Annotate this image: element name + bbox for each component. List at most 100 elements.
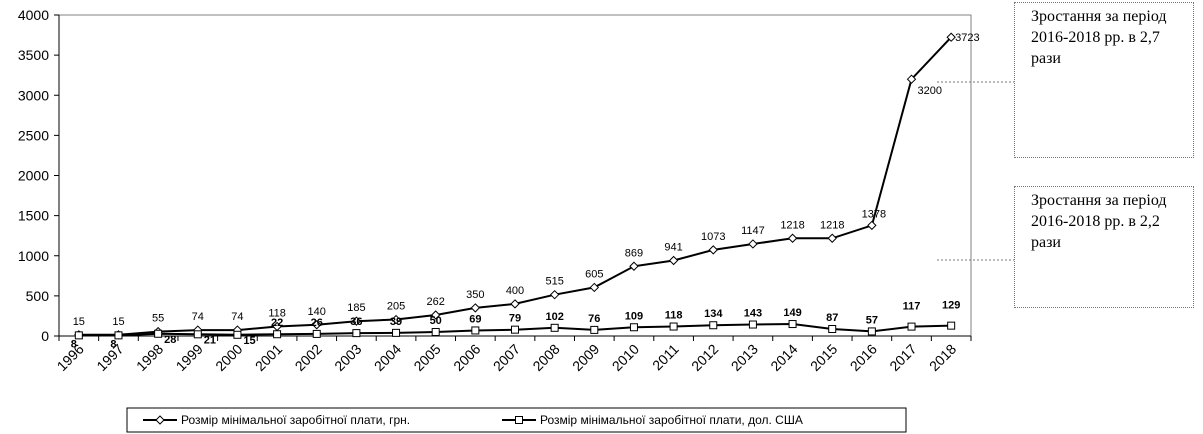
annotation-connectors (937, 81, 1014, 261)
data-label-uah: 400 (506, 285, 524, 297)
point-marker-uah (946, 32, 956, 42)
point-marker-usd (709, 321, 718, 330)
data-label-usd: 39 (390, 316, 402, 328)
data-label-uah: 140 (308, 306, 326, 318)
data-label-uah: 1218 (780, 219, 804, 231)
data-label-usd: 109 (625, 310, 643, 322)
point-marker-usd (431, 327, 440, 336)
data-label-uah: 1218 (820, 219, 844, 231)
point-marker-usd (193, 330, 202, 339)
point-marker-uah (906, 74, 917, 84)
data-label-usd: 143 (744, 308, 762, 320)
legend-marker-uah (155, 415, 165, 425)
y-tick-label: 2500 (18, 127, 49, 143)
data-label-usd: 22 (271, 317, 283, 329)
data-label-uah: 15 (73, 316, 85, 328)
data-label-usd: 28 (164, 334, 176, 346)
legend-marker-usd (515, 416, 523, 424)
point-marker-uah (589, 282, 600, 293)
x-tick-label: 2006 (450, 341, 483, 374)
x-tick-label: 2014 (767, 341, 800, 374)
point-marker-usd (590, 325, 599, 334)
data-label-uah: 515 (545, 276, 563, 288)
data-label-usd: 15 (243, 335, 255, 347)
y-tick-label: 0 (41, 328, 49, 344)
point-marker-uah (787, 233, 798, 243)
x-tick-label: 2017 (886, 341, 919, 374)
data-label-usd: 50 (430, 315, 442, 327)
point-marker-usd (828, 325, 837, 334)
point-marker-uah (351, 316, 362, 326)
data-label-uah: 1147 (741, 225, 765, 237)
point-marker-usd (74, 331, 83, 340)
point-marker-usd (312, 329, 321, 338)
x-tick-label: 2012 (688, 341, 721, 374)
x-tick-label: 2015 (807, 341, 840, 374)
data-label-uah: 869 (625, 247, 643, 259)
data-label-uah: 941 (664, 241, 682, 253)
point-marker-usd (788, 320, 797, 329)
data-label-uah: 15 (112, 316, 124, 328)
point-marker-usd (471, 326, 480, 335)
point-marker-usd (233, 330, 242, 339)
point-marker-uah (708, 245, 718, 255)
x-axis-ticks: 1996 1997 1998 1999 2000 2001 2002 2003 2004 2005… (54, 336, 972, 374)
data-label-uah: 74 (231, 311, 243, 323)
data-label-uah: 55 (152, 313, 164, 325)
point-marker-uah (748, 239, 758, 249)
x-tick-label: 2007 (490, 341, 523, 374)
data-label-uah: 3723 (955, 32, 979, 44)
data-label-uah: 74 (192, 311, 204, 323)
point-marker-usd (392, 328, 401, 337)
point-marker-uah (867, 220, 877, 231)
x-tick-label: 2002 (292, 341, 325, 374)
legend-label-uah: Розмір мінімальної заробітної плати, грн… (181, 413, 410, 427)
data-label-uah: 262 (427, 296, 445, 308)
point-marker-usd (114, 331, 123, 340)
point-marker-uah (629, 261, 639, 271)
chart-legend: Розмір мінімальної заробітної плати, грн… (126, 407, 907, 433)
point-marker-usd (947, 321, 956, 330)
point-marker-uah (549, 289, 560, 300)
y-tick-label: 1500 (18, 208, 49, 224)
data-label-usd: 129 (942, 300, 960, 312)
point-marker-usd (629, 323, 638, 332)
x-tick-label: 2013 (728, 341, 761, 374)
x-tick-label: 2000 (212, 341, 245, 374)
point-marker-uah (510, 299, 520, 309)
point-marker-usd (154, 329, 163, 338)
data-label-usd: 8 (110, 338, 116, 350)
x-tick-label: 2016 (847, 341, 880, 374)
data-label-usd: 36 (350, 316, 362, 328)
data-label-usd: 57 (866, 314, 878, 326)
data-label-usd: 69 (469, 313, 481, 325)
y-tick-label: 500 (26, 288, 50, 304)
x-tick-label: 2011 (649, 341, 682, 374)
x-tick-label: 2008 (529, 341, 562, 374)
point-marker-usd (550, 323, 559, 332)
x-tick-label: 2010 (609, 341, 642, 374)
data-label-usd: 102 (545, 311, 563, 323)
data-label-uah: 605 (585, 268, 603, 280)
annotation-box-uah: Зростання за період 2016-2018 рр. в 2,7 … (1014, 2, 1194, 158)
data-label-usd: 76 (588, 313, 600, 325)
data-label-uah: 1073 (701, 231, 725, 243)
data-label-uah: 185 (347, 302, 365, 314)
data-label-usd: 149 (783, 307, 801, 319)
point-marker-usd (748, 320, 757, 329)
y-tick-label: 3000 (18, 87, 49, 103)
y-tick-label: 3500 (18, 47, 49, 63)
legend-label-usd: Розмір мінімальної заробітної плати, дол… (540, 413, 803, 427)
point-marker-usd (907, 322, 916, 331)
data-label-usd: 8 (71, 338, 77, 350)
y-tick-label: 1000 (18, 248, 49, 264)
data-label-usd: 87 (826, 312, 838, 324)
point-marker-uah (827, 233, 837, 243)
x-tick-label: 2003 (331, 341, 364, 374)
data-label-usd: 134 (704, 308, 723, 320)
data-label-usd: 79 (509, 313, 521, 325)
point-marker-usd (669, 322, 678, 331)
point-marker-uah (668, 255, 679, 266)
